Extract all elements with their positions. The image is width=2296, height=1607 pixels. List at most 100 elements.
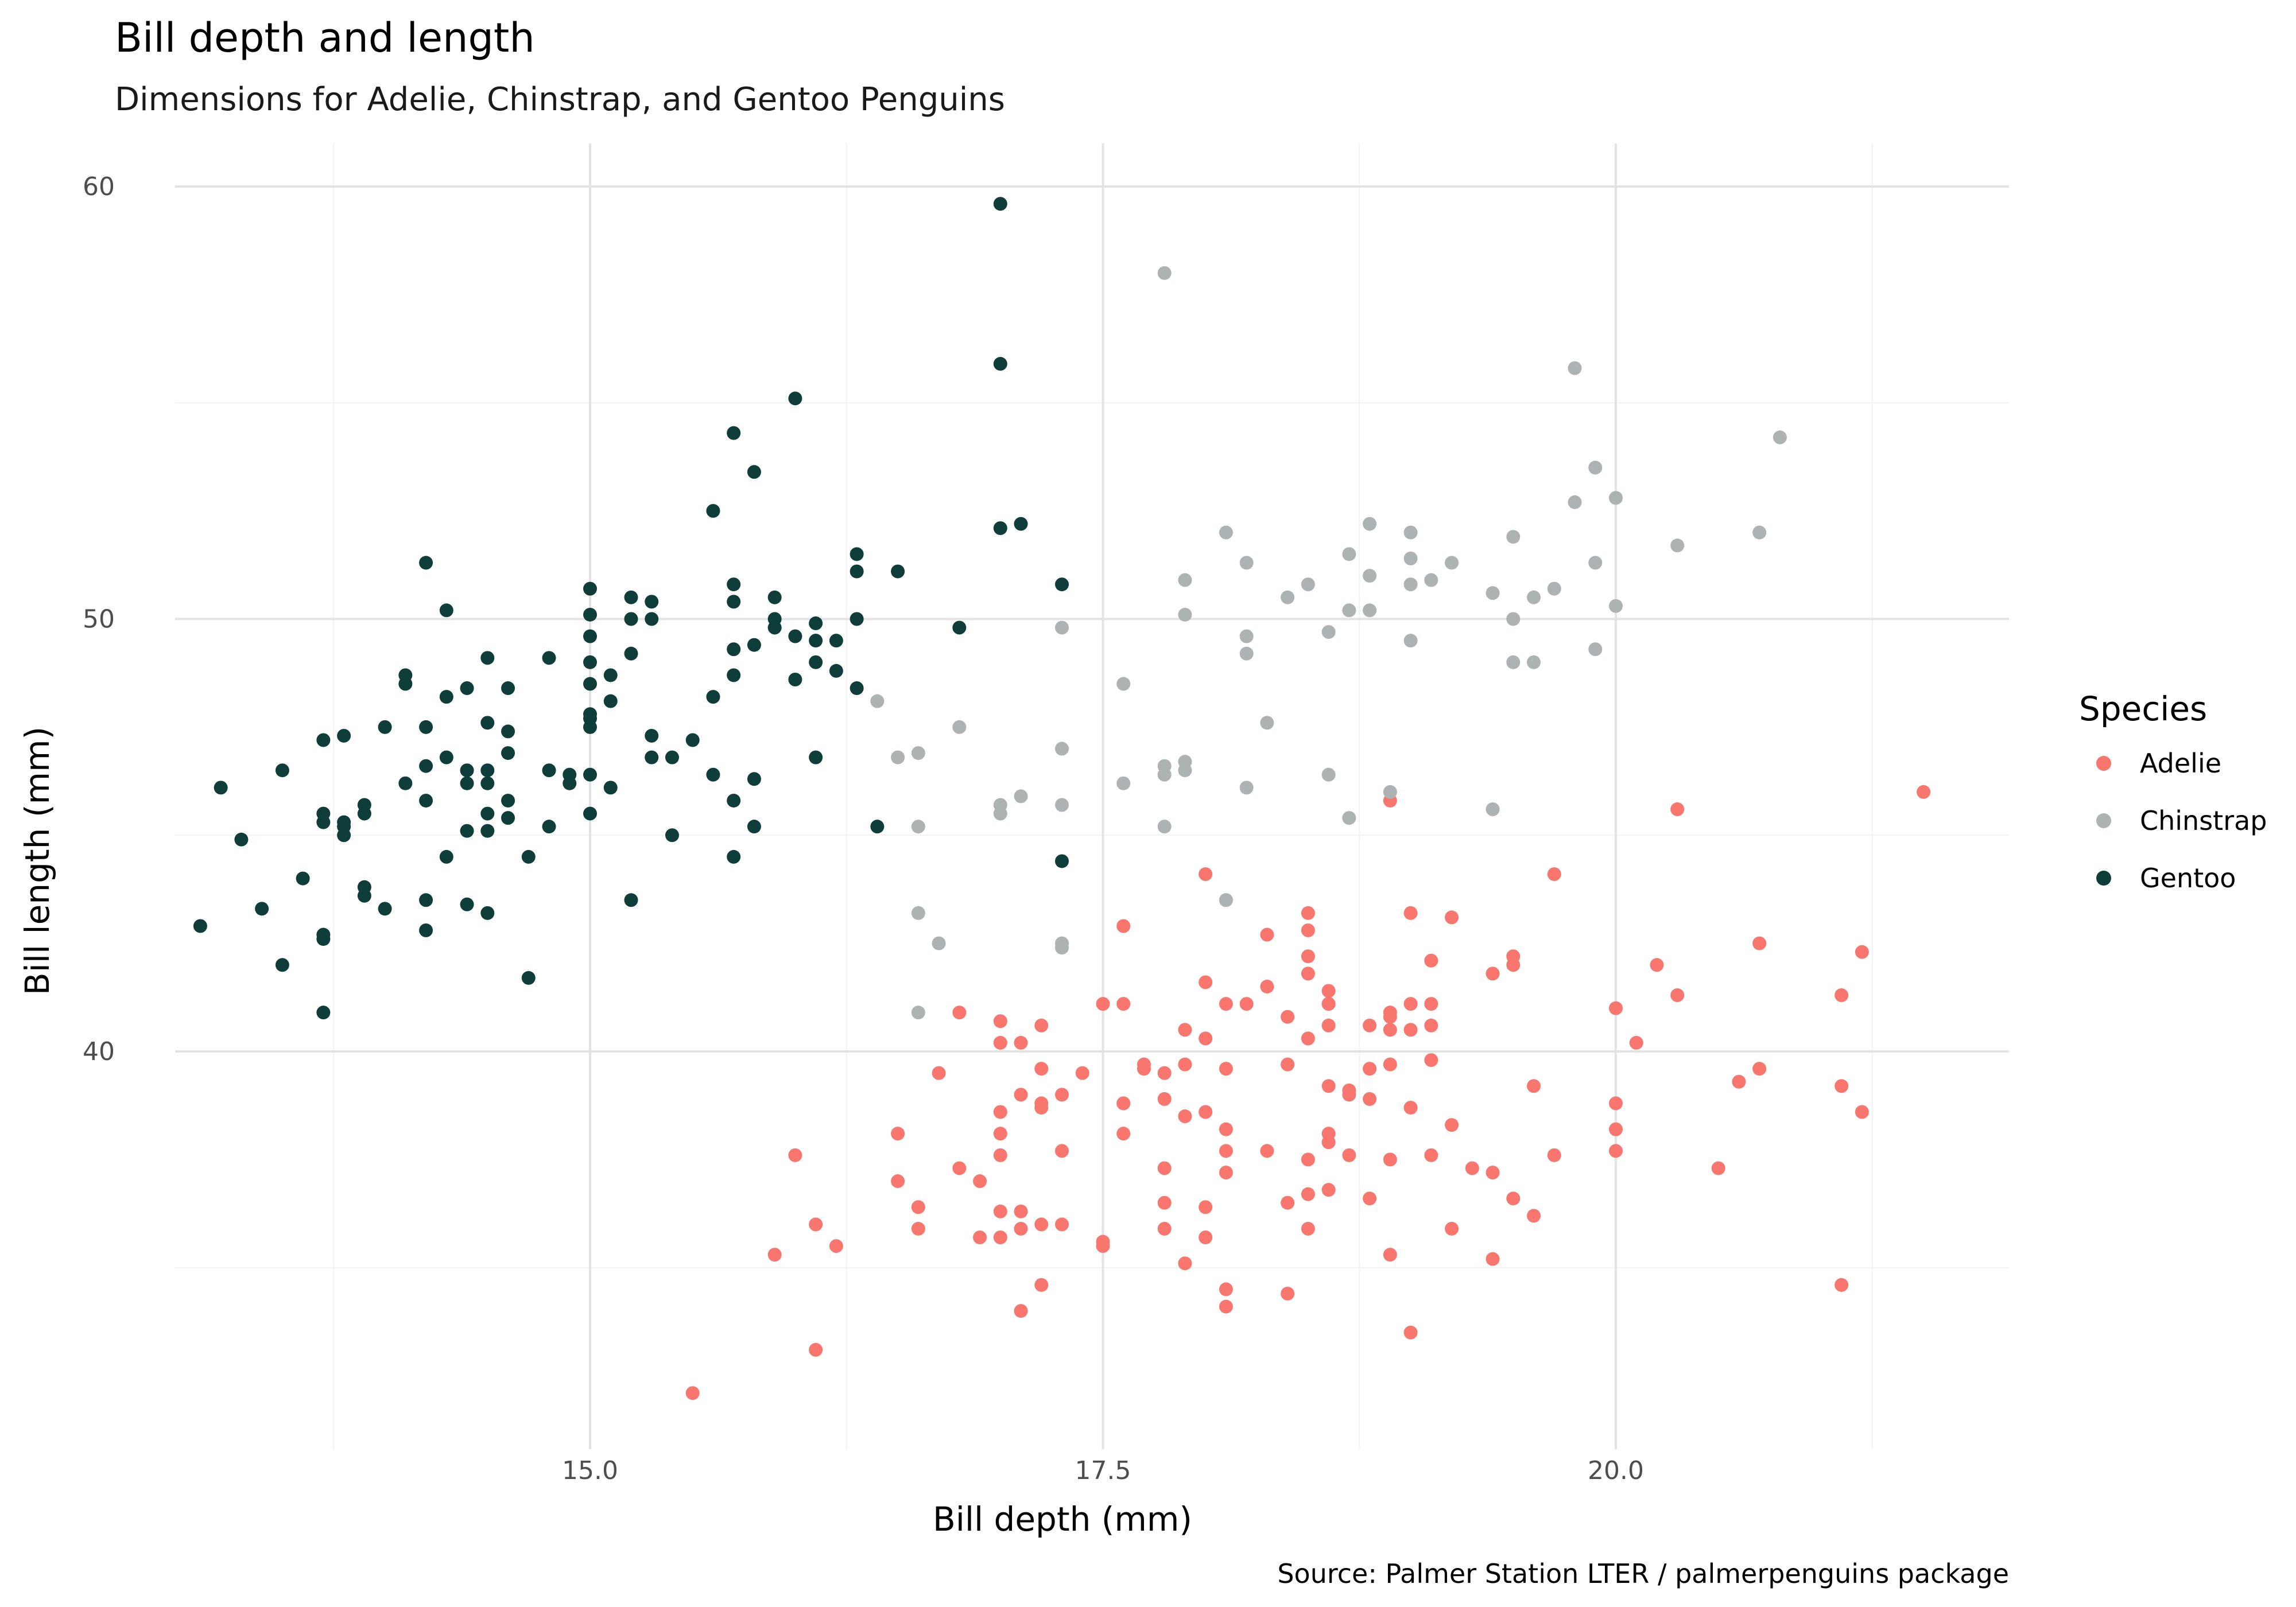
point-chinstrap [911, 906, 925, 920]
point-gentoo [624, 590, 638, 604]
point-adelie [1281, 1195, 1295, 1210]
point-gentoo [583, 581, 597, 596]
y-axis-tick-labels: 40 50 60 [83, 172, 115, 1066]
point-chinstrap [1363, 603, 1377, 618]
point-adelie [1752, 936, 1767, 950]
point-gentoo [993, 197, 1007, 211]
point-gentoo [542, 763, 556, 778]
point-adelie [1157, 1221, 1172, 1236]
point-adelie [1055, 1144, 1069, 1158]
point-adelie [1096, 997, 1110, 1011]
point-chinstrap [1239, 629, 1254, 643]
legend-key-adelie [2096, 756, 2111, 771]
point-adelie [1034, 1096, 1049, 1111]
point-gentoo [214, 781, 228, 795]
point-chinstrap [1609, 491, 1623, 505]
point-adelie [891, 1174, 905, 1189]
point-gentoo [809, 655, 823, 669]
point-gentoo [665, 750, 679, 764]
point-adelie [1752, 1062, 1767, 1076]
point-adelie [911, 1221, 925, 1236]
point-adelie [1301, 1031, 1315, 1046]
point-adelie [1239, 997, 1254, 1011]
point-gentoo [480, 776, 495, 790]
point-adelie [952, 1161, 967, 1175]
point-gentoo [788, 391, 802, 406]
point-adelie [1219, 1144, 1233, 1158]
point-gentoo [480, 716, 495, 730]
point-gentoo [255, 902, 269, 916]
point-chinstrap [1055, 620, 1069, 635]
point-adelie [1034, 1062, 1049, 1076]
chart-title: Bill depth and length [115, 14, 535, 61]
point-adelie [1486, 966, 1500, 981]
point-gentoo [480, 651, 495, 665]
point-gentoo [727, 642, 741, 657]
point-adelie [1855, 945, 1869, 959]
point-gentoo [583, 655, 597, 669]
chart-caption: Source: Palmer Station LTER / palmerpeng… [1277, 1558, 2009, 1589]
point-adelie [1835, 988, 1849, 1003]
point-adelie [1403, 1100, 1418, 1115]
point-chinstrap [1424, 573, 1438, 587]
point-adelie [1342, 1148, 1356, 1162]
point-chinstrap [1568, 361, 1582, 375]
point-chinstrap [1157, 266, 1172, 280]
x-tick-label: 17.5 [1075, 1456, 1131, 1485]
point-adelie [1424, 1148, 1438, 1162]
point-adelie [993, 1035, 1007, 1050]
point-gentoo [645, 612, 659, 626]
point-chinstrap [1239, 556, 1254, 570]
point-adelie [993, 1204, 1007, 1218]
legend-label-adelie: Adelie [2140, 748, 2221, 779]
point-adelie [1547, 867, 1561, 882]
point-adelie [1034, 1217, 1049, 1232]
point-gentoo [603, 668, 618, 682]
point-adelie [1137, 1057, 1151, 1072]
point-gentoo [501, 746, 515, 760]
point-chinstrap [1568, 495, 1582, 510]
point-gentoo [316, 733, 331, 747]
point-chinstrap [1157, 759, 1172, 773]
point-adelie [1301, 1187, 1315, 1201]
point-adelie [1363, 1018, 1377, 1032]
point-chinstrap [1403, 577, 1418, 592]
point-adelie [1342, 1083, 1356, 1097]
legend-key-chinstrap [2096, 813, 2111, 828]
point-chinstrap [1527, 590, 1541, 604]
point-adelie [1670, 802, 1685, 817]
point-gentoo [460, 776, 474, 790]
point-adelie [1609, 1096, 1623, 1111]
point-adelie [1116, 1127, 1131, 1141]
point-adelie [1178, 1023, 1192, 1037]
point-gentoo [398, 668, 413, 682]
point-chinstrap [1178, 607, 1192, 622]
point-adelie [1014, 1304, 1028, 1318]
point-gentoo [645, 728, 659, 743]
point-adelie [1547, 1148, 1561, 1162]
point-adelie [829, 1239, 843, 1253]
point-adelie [1465, 1161, 1479, 1175]
point-chinstrap [1547, 581, 1561, 596]
point-adelie [1383, 1248, 1397, 1262]
point-adelie [1260, 927, 1274, 942]
point-adelie [1403, 1325, 1418, 1340]
point-adelie [1650, 958, 1664, 972]
point-chinstrap [1445, 556, 1459, 570]
point-gentoo [829, 663, 843, 678]
point-adelie [809, 1342, 823, 1357]
point-gentoo [480, 824, 495, 838]
x-tick-label: 15.0 [562, 1456, 618, 1485]
point-adelie [1281, 1286, 1295, 1301]
point-gentoo [603, 694, 618, 708]
point-gentoo [501, 681, 515, 696]
point-adelie [973, 1231, 987, 1245]
point-adelie [1424, 997, 1438, 1011]
point-gentoo [460, 681, 474, 696]
point-gentoo [1055, 854, 1069, 868]
point-gentoo [645, 750, 659, 764]
point-gentoo [337, 815, 351, 829]
point-chinstrap [993, 798, 1007, 812]
point-chinstrap [1219, 525, 1233, 539]
point-adelie [1301, 923, 1315, 938]
